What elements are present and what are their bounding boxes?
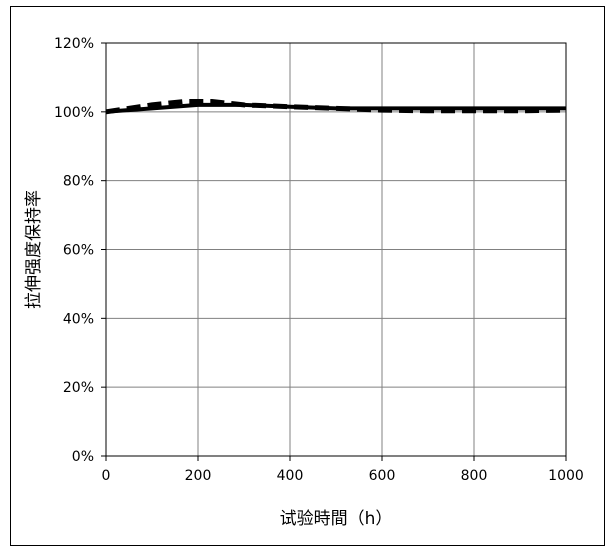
series-line-2-dashed — [105, 99, 567, 115]
series-group — [105, 99, 567, 115]
x-tick-label: 200 — [185, 468, 212, 484]
y-axis-title: 拉伸强度保持率 — [24, 190, 44, 309]
x-tick-label: 400 — [277, 468, 304, 484]
y-tick-label: 0% — [72, 449, 94, 465]
y-tick-label: 120% — [54, 36, 94, 52]
x-tick-label: 800 — [461, 468, 488, 484]
y-tick-label: 60% — [63, 243, 94, 259]
y-axis: 0% 20% 40% 60% 80% 100% 120% — [54, 36, 106, 465]
y-tick-label: 20% — [63, 380, 94, 396]
y-tick-label: 100% — [54, 105, 94, 121]
y-tick-label: 80% — [63, 174, 94, 190]
x-tick-label: 0 — [102, 468, 111, 484]
x-axis-title: 试验時間（h） — [280, 509, 393, 529]
x-axis: 0 200 400 600 800 1000 — [102, 456, 584, 484]
y-tick-label: 40% — [63, 311, 94, 327]
x-tick-label: 600 — [369, 468, 396, 484]
x-tick-label: 1000 — [548, 468, 584, 484]
